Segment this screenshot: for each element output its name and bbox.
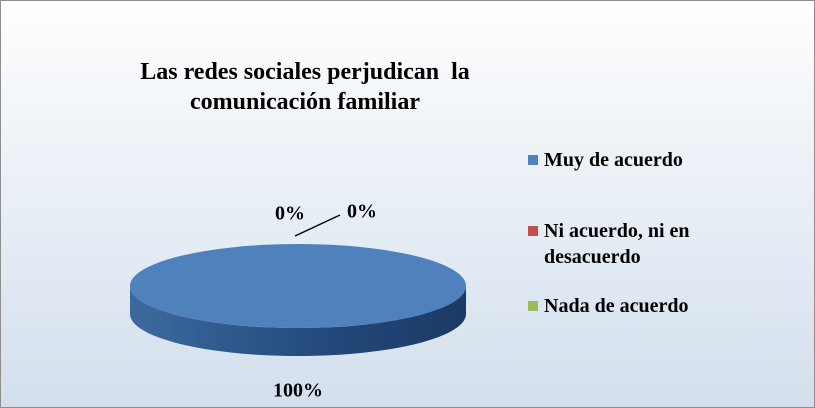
data-label: 0% [347, 201, 377, 223]
legend-item: Nada de acuerdo [528, 293, 728, 319]
data-label: 100% [273, 380, 323, 402]
legend-swatch [528, 155, 538, 165]
slice-side [130, 286, 466, 356]
chart-title: Las redes sociales perjudican la comunic… [140, 59, 476, 115]
slice [130, 244, 466, 328]
legend-label: Muy de acuerdo [544, 149, 683, 171]
data-label: 0% [275, 203, 305, 225]
legend-item: Ni acuerdo, ni en desacuerdo [528, 218, 728, 270]
legend-label: Ni acuerdo, ni en desacuerdo [544, 220, 690, 268]
legend-label: Nada de acuerdo [544, 295, 689, 317]
legend-swatch [528, 301, 538, 311]
legend-item: Muy de acuerdo [528, 147, 728, 173]
leader-line [294, 214, 341, 237]
legend-swatch [528, 226, 538, 236]
